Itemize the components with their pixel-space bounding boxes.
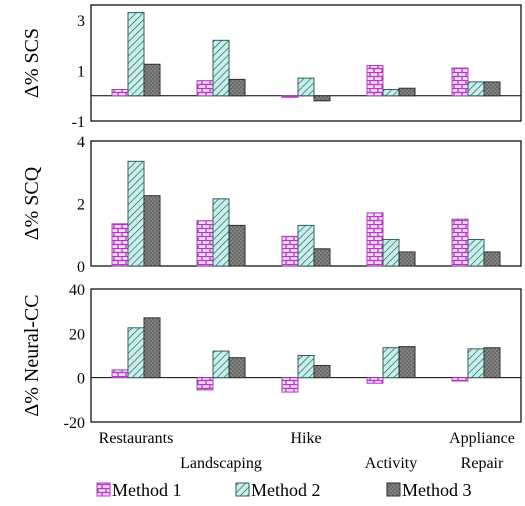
y-tick-label: 20 <box>69 326 85 343</box>
bar-method-2 <box>382 88 400 97</box>
bar-method-1 <box>281 235 299 267</box>
bar-method-3 <box>313 95 331 102</box>
bar-method-1 <box>451 377 469 382</box>
bar-method-3 <box>228 78 246 97</box>
bar-method-2 <box>467 238 485 267</box>
bar-method-3 <box>143 317 161 379</box>
panel-1: 3 1 -1 Δ% SCS <box>21 4 522 131</box>
bar-method-1 <box>366 212 384 267</box>
bar-method-2 <box>212 350 230 379</box>
bar-method-3 <box>398 251 416 267</box>
y-axis-label: Δ% Neural-CC <box>21 294 43 416</box>
bar-method-3 <box>483 81 501 97</box>
legend-swatch-method-2 <box>235 482 250 497</box>
bar-method-1 <box>111 223 129 267</box>
y-tick-label: 2 <box>77 197 85 214</box>
bar-method-3 <box>398 87 416 97</box>
legend-label: Method 3 <box>402 480 472 500</box>
legend-swatch-method-3 <box>386 482 401 497</box>
x-tick-label: Landscaping <box>180 455 262 472</box>
bar-method-1 <box>451 67 469 97</box>
x-tick-label: Repair <box>461 455 504 472</box>
bar-method-3 <box>228 224 246 267</box>
x-tick-label: Restaurants <box>99 430 174 447</box>
bar-method-3 <box>483 251 501 267</box>
bar-method-3 <box>398 346 416 379</box>
panel-3: 40 20 0 -20 Δ% Neural-CC <box>21 282 522 432</box>
bar-method-1 <box>451 218 469 267</box>
y-tick-label: 1 <box>77 64 85 81</box>
y-tick-label: 0 <box>77 371 85 388</box>
legend-label: Method 1 <box>112 480 182 500</box>
legend-label: Method 2 <box>251 480 321 500</box>
bar-method-3 <box>143 195 161 267</box>
bar-method-2 <box>212 198 230 267</box>
y-axis-label: Δ% SCS <box>21 28 43 98</box>
y-tick-label: 40 <box>69 282 85 299</box>
y-tick-label: -1 <box>72 114 85 131</box>
bar-method-2 <box>382 347 400 379</box>
bar-method-2 <box>297 355 315 379</box>
x-tick-label: Appliance <box>449 430 515 447</box>
bar-method-1 <box>111 369 129 379</box>
bar-method-3 <box>228 357 246 379</box>
bar-method-1 <box>196 377 214 391</box>
bar-method-3 <box>313 248 331 267</box>
bar-method-2 <box>212 39 230 97</box>
bar-method-1 <box>281 377 299 393</box>
bar-method-2 <box>467 81 485 97</box>
plot-frame <box>90 288 522 423</box>
bar-method-2 <box>127 327 145 379</box>
bar-method-3 <box>483 347 501 379</box>
panel-2: 4 2 0 Δ% SCQ <box>21 134 522 276</box>
bar-method-2 <box>127 12 145 97</box>
y-tick-label: -20 <box>64 415 85 432</box>
y-tick-label: 4 <box>77 134 85 151</box>
bar-method-1 <box>196 80 214 97</box>
bar-method-2 <box>297 224 315 267</box>
bar-method-3 <box>313 364 331 379</box>
legend: Method 1 Method 2 Method 3 <box>96 480 472 500</box>
y-axis-label: Δ% SCQ <box>21 166 43 240</box>
x-tick-label: Hike <box>290 430 321 447</box>
bar-method-1 <box>196 220 214 267</box>
legend-swatch-method-1 <box>96 482 111 497</box>
bar-method-2 <box>297 77 315 97</box>
bar-method-2 <box>382 238 400 267</box>
y-tick-label: 3 <box>77 13 85 30</box>
category-labels: Restaurants Landscaping Hike Activity Applia… <box>99 430 515 472</box>
bar-method-1 <box>281 95 299 98</box>
bar-method-1 <box>366 377 384 384</box>
y-tick-label: 0 <box>77 259 85 276</box>
bar-method-1 <box>366 65 384 97</box>
plot-frame <box>90 4 522 122</box>
bar-method-2 <box>127 160 145 267</box>
x-tick-label: Activity <box>365 455 417 472</box>
bar-method-1 <box>111 88 129 97</box>
bar-method-3 <box>143 63 161 97</box>
bar-method-2 <box>467 348 485 379</box>
